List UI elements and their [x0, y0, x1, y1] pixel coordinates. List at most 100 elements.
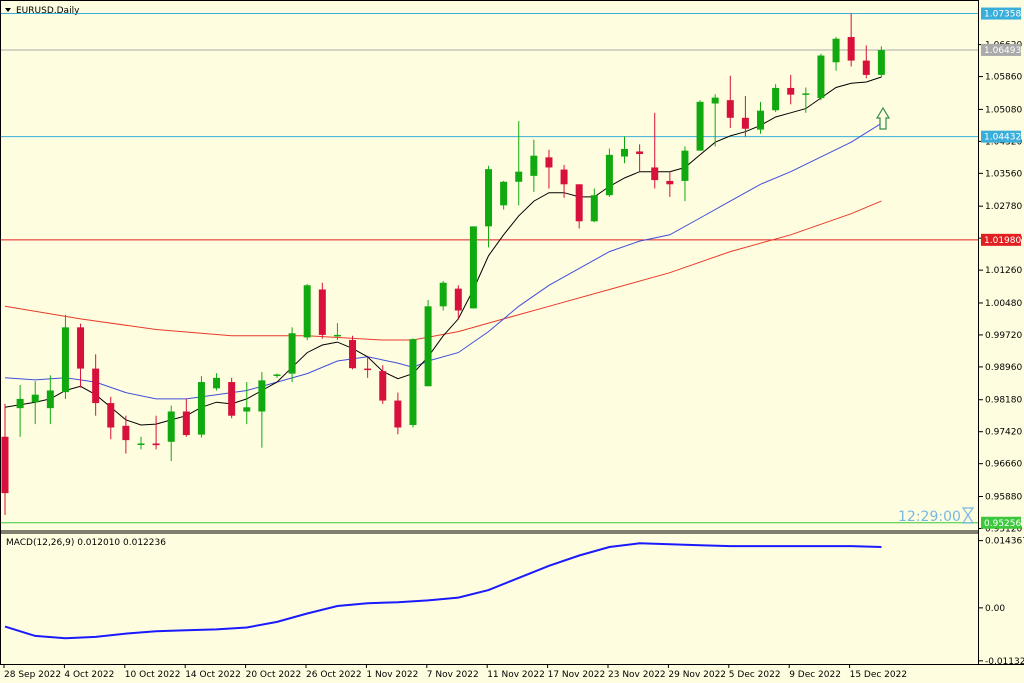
- macd-tick-label: -0.011326: [985, 657, 1024, 667]
- candle-body: [258, 380, 266, 412]
- candle: [303, 284, 311, 340]
- candle-body: [877, 50, 885, 75]
- candle: [485, 165, 493, 248]
- candle-body: [92, 368, 100, 404]
- candle-body: [182, 411, 190, 436]
- candle-body: [303, 285, 311, 338]
- candle-body: [228, 382, 236, 416]
- macd-tick-label: 0.014367: [985, 537, 1024, 547]
- candle: [500, 180, 508, 210]
- level-tag-label: 1.07358: [984, 10, 1021, 20]
- candle: [802, 87, 810, 113]
- candle-body: [515, 171, 523, 182]
- candle: [726, 75, 734, 128]
- candle: [61, 314, 69, 399]
- macd-axis-labels: 0.014367 0.00 -0.011326: [979, 537, 1024, 667]
- candle: [862, 45, 870, 79]
- ma-fast-line: [4, 76, 882, 426]
- candle: [817, 53, 825, 101]
- candle-body: [605, 154, 613, 196]
- price-tick-label: 0.95880: [985, 492, 1022, 502]
- candle-body: [243, 407, 251, 412]
- candle-body: [122, 425, 130, 441]
- candle: [787, 74, 795, 105]
- candle: [258, 371, 266, 448]
- candle: [636, 144, 644, 172]
- candle-body: [107, 403, 115, 428]
- candle-body: [349, 339, 357, 369]
- candle: [877, 46, 885, 77]
- time-tick-label: 4 Oct 2022: [64, 670, 114, 680]
- time-tick-label: 11 Nov 2022: [487, 670, 545, 680]
- level-tag: [981, 233, 1021, 246]
- time-tick-label: 26 Oct 2022: [306, 670, 362, 680]
- candle: [349, 335, 357, 370]
- candle: [46, 375, 54, 425]
- time-tick-label: 17 Nov 2022: [548, 670, 606, 680]
- candle: [137, 436, 145, 450]
- candle: [651, 112, 659, 189]
- candle: [333, 323, 341, 340]
- candle: [16, 384, 24, 437]
- candle: [31, 381, 39, 425]
- candle-body: [46, 390, 54, 409]
- candle-body: [847, 37, 855, 61]
- candle-body: [318, 289, 326, 335]
- candle: [197, 376, 205, 438]
- candle: [394, 392, 402, 435]
- candle: [424, 300, 432, 387]
- hourglass-icon: [961, 507, 975, 524]
- candle-body: [1, 436, 9, 494]
- time-tick-label: 7 Nov 2022: [427, 670, 479, 680]
- time-tick-label: 29 Nov 2022: [668, 670, 726, 680]
- time-tick-label: 9 Dec 2022: [789, 670, 841, 680]
- candle: [243, 382, 251, 425]
- time-tick-label: 28 Sep 2022: [4, 670, 61, 680]
- candle-body: [636, 151, 644, 154]
- level-tag-label: 0.95256: [984, 519, 1021, 529]
- collapse-triangle-icon[interactable]: [5, 8, 11, 12]
- macd-pane[interactable]: MACD(12,26,9) 0.012010 0.012236 0.014367…: [4, 537, 1024, 667]
- candle-timer: 12:29:00: [898, 509, 961, 525]
- time-tick-label: 14 Oct 2022: [185, 670, 241, 680]
- candle: [621, 136, 629, 164]
- candle: [167, 405, 175, 462]
- time-tick-label: 20 Oct 2022: [246, 670, 302, 680]
- candle: [847, 13, 855, 67]
- candle: [515, 121, 523, 206]
- up-arrow-icon: [875, 106, 891, 130]
- candle-body: [726, 100, 734, 118]
- candle: [741, 95, 749, 137]
- candle-body: [469, 226, 477, 309]
- candle: [469, 226, 477, 309]
- candle: [590, 188, 598, 223]
- candle: [530, 139, 538, 192]
- candle: [77, 323, 85, 388]
- price-pane[interactable]: EURUSD,Daily 1.066201.058601.050801.0432…: [1, 6, 1022, 534]
- candle-body: [666, 180, 674, 185]
- candle: [364, 356, 372, 378]
- candle-body: [741, 117, 749, 129]
- price-tick-label: 1.05080: [985, 105, 1022, 115]
- candle: [182, 398, 190, 437]
- candle: [666, 171, 674, 197]
- candle: [409, 338, 417, 428]
- level-tag: [981, 130, 1021, 143]
- candle: [122, 415, 130, 454]
- price-tick-label: 0.95120: [985, 524, 1022, 534]
- candle-body: [772, 87, 780, 111]
- price-tick-label: 0.96660: [985, 460, 1022, 470]
- level-tag: [981, 516, 1021, 529]
- candle-body: [333, 334, 341, 337]
- candle: [318, 282, 326, 339]
- candle-body: [16, 398, 24, 409]
- candle-body: [575, 184, 583, 222]
- candle-body: [439, 282, 447, 307]
- macd-title: MACD(12,26,9) 0.012010 0.012236: [6, 538, 166, 548]
- candle-body: [545, 157, 553, 168]
- candle-body: [802, 93, 810, 95]
- candle: [575, 184, 583, 229]
- candle-body: [560, 169, 568, 185]
